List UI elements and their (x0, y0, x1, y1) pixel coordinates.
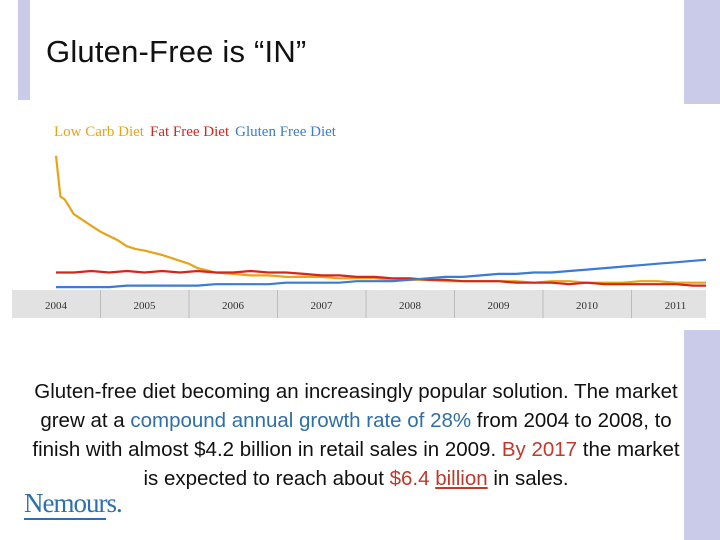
slide-body-text: Gluten-free diet becoming an increasingl… (24, 377, 688, 493)
logo-underline (24, 518, 106, 520)
legend-entry-0: Low Carb Diet (54, 124, 145, 140)
x-axis: 2004 2005 2006 2007 2008 2009 2010 2011 (45, 290, 720, 318)
x-tick-label-2004: 2004 (45, 300, 68, 312)
slide-title: Gluten-Free is “IN” (46, 34, 307, 69)
accent-bar-left (18, 0, 30, 100)
x-axis-band (12, 290, 706, 318)
growth-rate-highlight: compound annual growth rate of 28% (130, 409, 472, 432)
legend-entry-2: Gluten Free Diet (235, 124, 337, 140)
x-tick-label-2005: 2005 (134, 300, 157, 312)
chart-legend: Low Carb Diet Fat Free Diet Gluten Free Di… (54, 124, 337, 140)
body-part-8: in sales. (487, 467, 569, 490)
x-tick-label-2009: 2009 (488, 300, 511, 312)
plot-area (54, 155, 720, 289)
series-line-1 (56, 269, 720, 287)
x-tick-label-2008: 2008 (399, 300, 422, 312)
amount-highlight: $6.4 (389, 467, 436, 490)
trends-chart: Low Carb Diet Fat Free Diet Gluten Free Di… (12, 104, 720, 330)
body-part-1: Gluten-free diet becoming an increasingl… (34, 380, 678, 432)
x-tick-label-2006: 2006 (222, 300, 245, 312)
legend-entry-1: Fat Free Diet (150, 124, 230, 140)
x-tick-label-2007: 2007 (311, 300, 334, 312)
body-part-5: the market is expected to reach about (143, 438, 680, 490)
nemours-logo: Nemours. (24, 488, 123, 518)
x-tick-label-2011: 2011 (665, 300, 687, 312)
body-part-3: from 2004 to 2008, to finish with almost… (32, 409, 672, 461)
x-tick-label-2010: 2010 (576, 300, 599, 312)
chart-svg: Low Carb Diet Fat Free Diet Gluten Free Di… (12, 104, 720, 330)
series-line-2 (56, 258, 720, 289)
billion-highlight: billion (435, 467, 488, 490)
year-2017-highlight: By 2017 (501, 438, 578, 461)
